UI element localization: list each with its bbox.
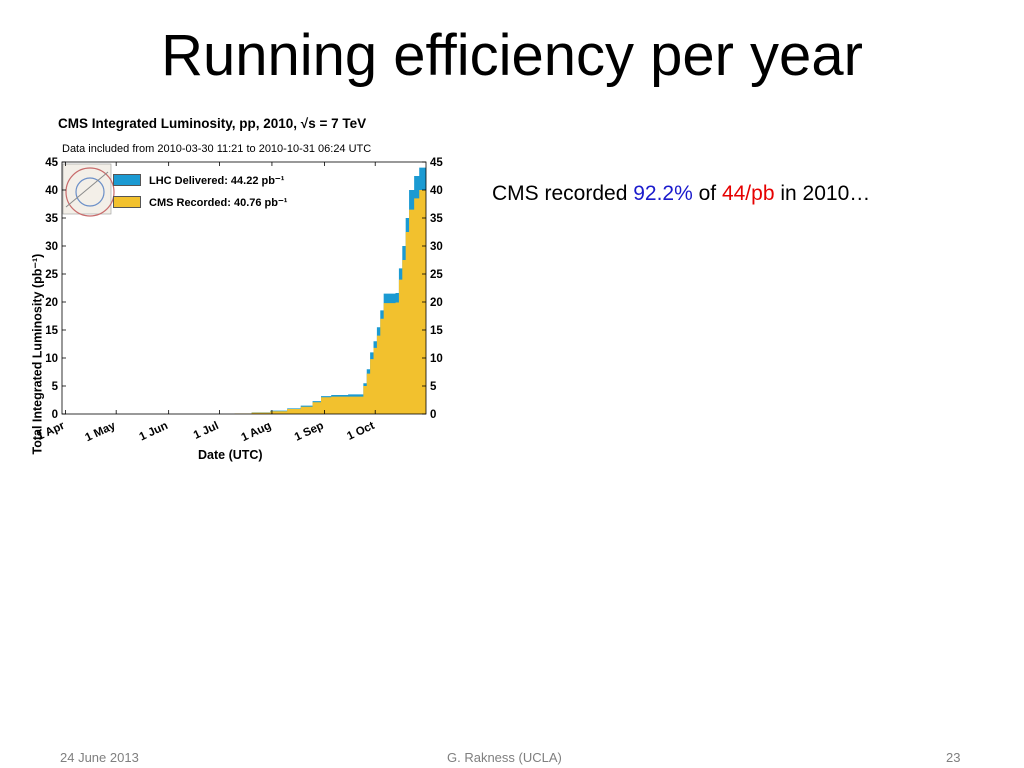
y-tick-label-right: 45 bbox=[430, 157, 443, 169]
footer-author: G. Rakness (UCLA) bbox=[447, 750, 562, 765]
footer-page-number: 23 bbox=[946, 750, 961, 765]
legend-swatch-delivered bbox=[113, 174, 141, 186]
y-tick-label-right: 0 bbox=[430, 409, 436, 421]
y-tick-label-left: 30 bbox=[45, 241, 58, 253]
slide-title: Running efficiency per year bbox=[161, 23, 863, 88]
x-tick-label: 1 Jul bbox=[192, 420, 221, 442]
y-tick-label-left: 0 bbox=[52, 409, 58, 421]
note-prefix: CMS recorded bbox=[492, 182, 634, 205]
y-tick-label-right: 40 bbox=[430, 185, 443, 197]
y-tick-label-left: 25 bbox=[45, 269, 58, 281]
x-axis-label: Date (UTC) bbox=[198, 448, 263, 462]
y-tick-label-right: 15 bbox=[430, 325, 443, 337]
cms-logo bbox=[62, 163, 115, 217]
y-tick-label-left: 20 bbox=[45, 297, 58, 309]
legend-swatch-recorded bbox=[113, 196, 141, 208]
y-tick-label-left: 45 bbox=[45, 157, 58, 169]
y-tick-label-left: 40 bbox=[45, 185, 58, 197]
legend-label-delivered: LHC Delivered: 44.22 pb⁻¹ bbox=[149, 174, 285, 187]
x-tick-label: 1 Jun bbox=[138, 420, 170, 444]
luminosity-chart: CMS Integrated Luminosity, pp, 2010, √s … bbox=[18, 112, 458, 472]
series-area-recorded bbox=[62, 185, 426, 414]
x-tick-label: 1 May bbox=[83, 420, 118, 445]
plot-area: 0 5 10 15 20 25 30 35 40 45 0 5 10 15 20 25 30 35 40 45 1 … bbox=[35, 157, 443, 445]
note-percentage: 92.2% bbox=[633, 182, 693, 205]
x-tick-label: 1 Oct bbox=[345, 420, 376, 443]
y-tick-label-right: 20 bbox=[430, 297, 443, 309]
y-tick-label-left: 5 bbox=[52, 381, 59, 393]
plot-frame bbox=[61, 161, 427, 415]
y-tick-label-left: 10 bbox=[45, 353, 58, 365]
legend-item-delivered: LHC Delivered: 44.22 pb⁻¹ bbox=[113, 169, 287, 191]
note-mid: of bbox=[692, 182, 722, 205]
y-tick-label-left: 15 bbox=[45, 325, 58, 337]
note-suffix: in 2010… bbox=[774, 182, 871, 205]
chart-subtitle: Data included from 2010-03-30 11:21 to 2… bbox=[62, 143, 372, 155]
y-axis-label: Total Integrated Luminosity (pb⁻¹) bbox=[30, 253, 45, 455]
y-tick-label-right: 30 bbox=[430, 241, 443, 253]
x-tick-label: 1 Sep bbox=[293, 420, 326, 444]
y-tick-label-right: 5 bbox=[430, 381, 437, 393]
legend-item-recorded: CMS Recorded: 40.76 pb⁻¹ bbox=[113, 191, 287, 213]
summary-note: CMS recorded 92.2% of 44/pb in 2010… bbox=[492, 182, 870, 206]
y-tick-label-right: 25 bbox=[430, 269, 443, 281]
footer-date: 24 June 2013 bbox=[60, 750, 139, 765]
legend-label-recorded: CMS Recorded: 40.76 pb⁻¹ bbox=[149, 196, 288, 209]
note-luminosity: 44/pb bbox=[721, 182, 775, 205]
x-tick-label: 1 Aug bbox=[240, 420, 274, 444]
chart-title: CMS Integrated Luminosity, pp, 2010, √s … bbox=[58, 116, 367, 131]
y-tick-label-right: 10 bbox=[430, 353, 443, 365]
y-tick-label-left: 35 bbox=[45, 213, 58, 225]
y-tick-label-right: 35 bbox=[430, 213, 443, 225]
chart-legend: LHC Delivered: 44.22 pb⁻¹ CMS Recorded: … bbox=[113, 169, 287, 213]
